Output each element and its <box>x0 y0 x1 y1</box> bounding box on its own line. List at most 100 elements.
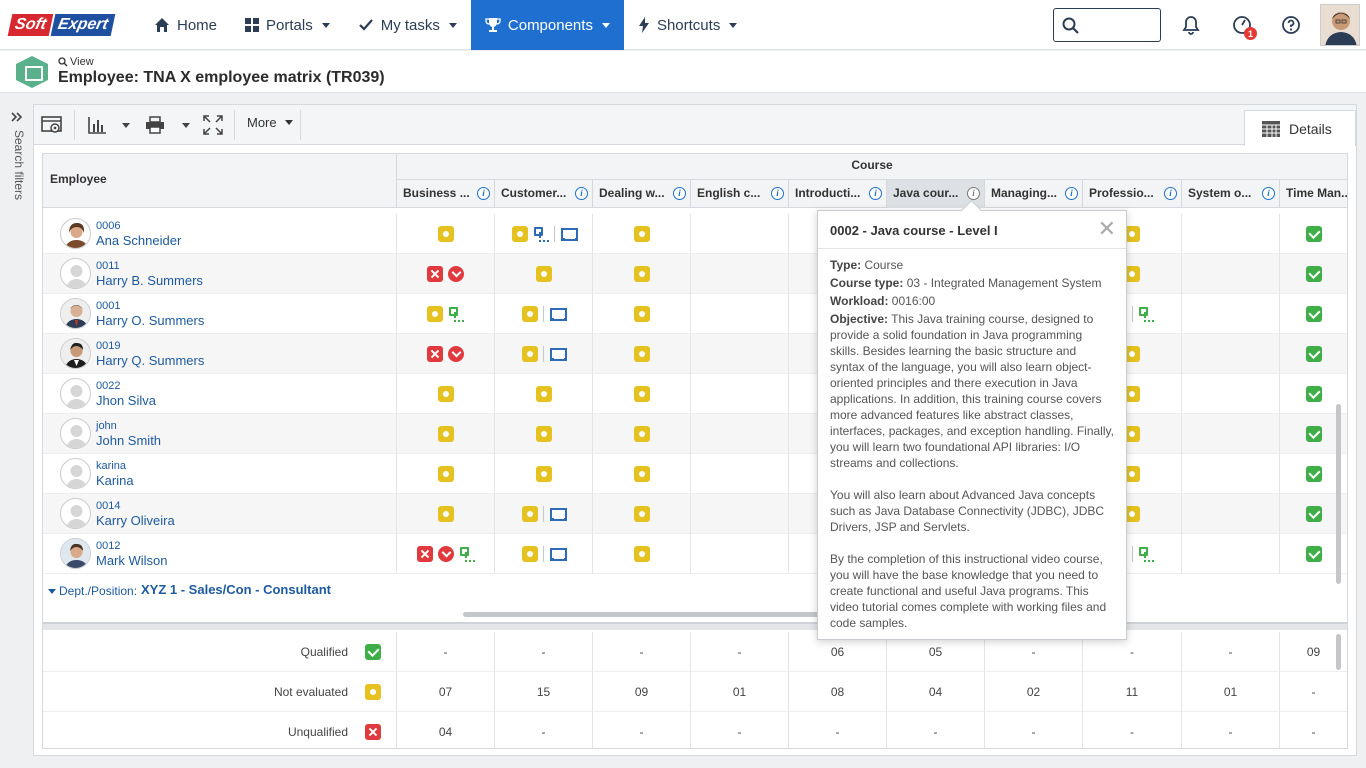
chart-button[interactable] <box>86 113 108 137</box>
horizontal-scrollbar[interactable] <box>463 612 843 617</box>
table-row[interactable]: john John Smith <box>43 414 1347 454</box>
matrix-cell[interactable] <box>592 254 690 294</box>
matrix-cell[interactable] <box>690 214 788 254</box>
matrix-cell[interactable] <box>592 534 690 574</box>
column-header-time-management[interactable]: Time Man... <box>1279 180 1347 208</box>
fullscreen-button[interactable] <box>202 113 224 137</box>
employee-name-link[interactable]: John Smith <box>96 433 162 448</box>
column-header-english[interactable]: English c... i <box>690 180 788 208</box>
matrix-cell[interactable] <box>592 334 690 374</box>
nav-my-tasks[interactable]: My tasks <box>344 0 471 50</box>
matrix-cell[interactable] <box>592 454 690 494</box>
matrix-cell[interactable] <box>690 414 788 454</box>
info-icon[interactable]: i <box>869 187 882 200</box>
info-icon[interactable]: i <box>1164 187 1177 200</box>
table-row[interactable]: 0012 Mark Wilson <box>43 534 1347 574</box>
matrix-cell[interactable] <box>592 414 690 454</box>
group-row-dept-position[interactable]: Dept./Position: XYZ 1 - Sales/Con - Cons… <box>43 574 1347 608</box>
matrix-cell[interactable] <box>1279 254 1347 294</box>
matrix-cell[interactable] <box>788 334 886 374</box>
search-filters-toggle[interactable]: Search filters <box>8 108 28 228</box>
chart-menu-button[interactable] <box>120 113 130 137</box>
matrix-cell[interactable] <box>788 214 886 254</box>
info-icon[interactable]: i <box>1262 187 1275 200</box>
employee-name-link[interactable]: Harry O. Summers <box>96 313 205 328</box>
matrix-cell[interactable] <box>396 334 494 374</box>
info-icon[interactable]: i <box>967 187 980 200</box>
column-header-managing[interactable]: Managing... i <box>984 180 1082 208</box>
nav-home[interactable]: Home <box>140 0 231 50</box>
employee-name-link[interactable]: Jhon Silva <box>96 393 156 408</box>
matrix-cell[interactable] <box>690 494 788 534</box>
matrix-cell[interactable] <box>1181 494 1279 534</box>
matrix-cell[interactable] <box>788 494 886 534</box>
more-menu-button[interactable]: More <box>247 115 293 130</box>
matrix-cell[interactable] <box>690 294 788 334</box>
help-button[interactable] <box>1278 12 1304 38</box>
print-menu-button[interactable] <box>180 113 190 137</box>
matrix-cell[interactable] <box>494 414 592 454</box>
matrix-cell[interactable] <box>1181 374 1279 414</box>
column-header-customer[interactable]: Customer... i <box>494 180 592 208</box>
close-icon[interactable]: ✕ <box>1097 216 1116 241</box>
matrix-cell[interactable] <box>494 494 592 534</box>
nav-portals[interactable]: Portals <box>231 0 344 50</box>
vertical-scrollbar[interactable] <box>1336 404 1341 584</box>
column-header-system[interactable]: System o... i <box>1181 180 1279 208</box>
matrix-cell[interactable] <box>788 454 886 494</box>
matrix-cell[interactable] <box>1279 294 1347 334</box>
matrix-cell[interactable] <box>494 534 592 574</box>
info-icon[interactable]: i <box>771 187 784 200</box>
matrix-cell[interactable] <box>690 254 788 294</box>
matrix-cell[interactable] <box>396 414 494 454</box>
matrix-cell[interactable] <box>690 334 788 374</box>
info-icon[interactable]: i <box>673 187 686 200</box>
matrix-cell[interactable] <box>1279 534 1347 574</box>
employee-column-header[interactable]: Employee <box>50 172 107 186</box>
matrix-cell[interactable] <box>592 294 690 334</box>
matrix-cell[interactable] <box>1181 294 1279 334</box>
view-link[interactable]: View <box>58 56 94 68</box>
matrix-cell[interactable] <box>592 494 690 534</box>
table-row[interactable]: 0014 Karry Oliveira <box>43 494 1347 534</box>
matrix-cell[interactable] <box>494 254 592 294</box>
matrix-cell[interactable] <box>494 294 592 334</box>
matrix-cell[interactable] <box>788 254 886 294</box>
employee-name-link[interactable]: Ana Schneider <box>96 233 182 248</box>
nav-shortcuts[interactable]: Shortcuts <box>624 0 751 50</box>
matrix-cell[interactable] <box>494 214 592 254</box>
table-row[interactable]: 0001 Harry O. Summers <box>43 294 1347 334</box>
employee-name-link[interactable]: Harry Q. Summers <box>96 353 205 368</box>
table-row[interactable]: karina Karina <box>43 454 1347 494</box>
global-search-input[interactable] <box>1053 8 1161 42</box>
matrix-cell[interactable] <box>1279 214 1347 254</box>
table-row[interactable]: 0011 Harry B. Summers <box>43 254 1347 294</box>
pane-splitter[interactable] <box>43 622 1347 630</box>
table-row[interactable]: 0022 Jhon Silva <box>43 374 1347 414</box>
matrix-cell[interactable] <box>690 454 788 494</box>
matrix-cell[interactable] <box>1279 334 1347 374</box>
matrix-cell[interactable] <box>788 294 886 334</box>
matrix-cell[interactable] <box>788 374 886 414</box>
matrix-cell[interactable] <box>396 454 494 494</box>
employee-name-link[interactable]: Harry B. Summers <box>96 273 203 288</box>
notifications-button[interactable] <box>1178 12 1204 38</box>
softexpert-logo[interactable]: Soft Expert <box>7 14 116 36</box>
table-row[interactable]: 0006 Ana Schneider <box>43 214 1347 254</box>
matrix-cell[interactable] <box>690 534 788 574</box>
employee-name-link[interactable]: Karry Oliveira <box>96 513 175 528</box>
view-history-button[interactable] <box>40 113 64 137</box>
nav-components[interactable]: Components <box>470 0 624 50</box>
activity-button[interactable]: 1 <box>1229 12 1257 40</box>
matrix-cell[interactable] <box>494 374 592 414</box>
tab-details[interactable]: Details <box>1244 110 1356 146</box>
matrix-cell[interactable] <box>396 254 494 294</box>
matrix-cell[interactable] <box>396 214 494 254</box>
matrix-cell[interactable] <box>1181 534 1279 574</box>
matrix-cell[interactable] <box>396 374 494 414</box>
matrix-cell[interactable] <box>1181 414 1279 454</box>
matrix-cell[interactable] <box>1181 454 1279 494</box>
matrix-cell[interactable] <box>396 294 494 334</box>
matrix-cell[interactable] <box>1181 254 1279 294</box>
info-icon[interactable]: i <box>575 187 588 200</box>
